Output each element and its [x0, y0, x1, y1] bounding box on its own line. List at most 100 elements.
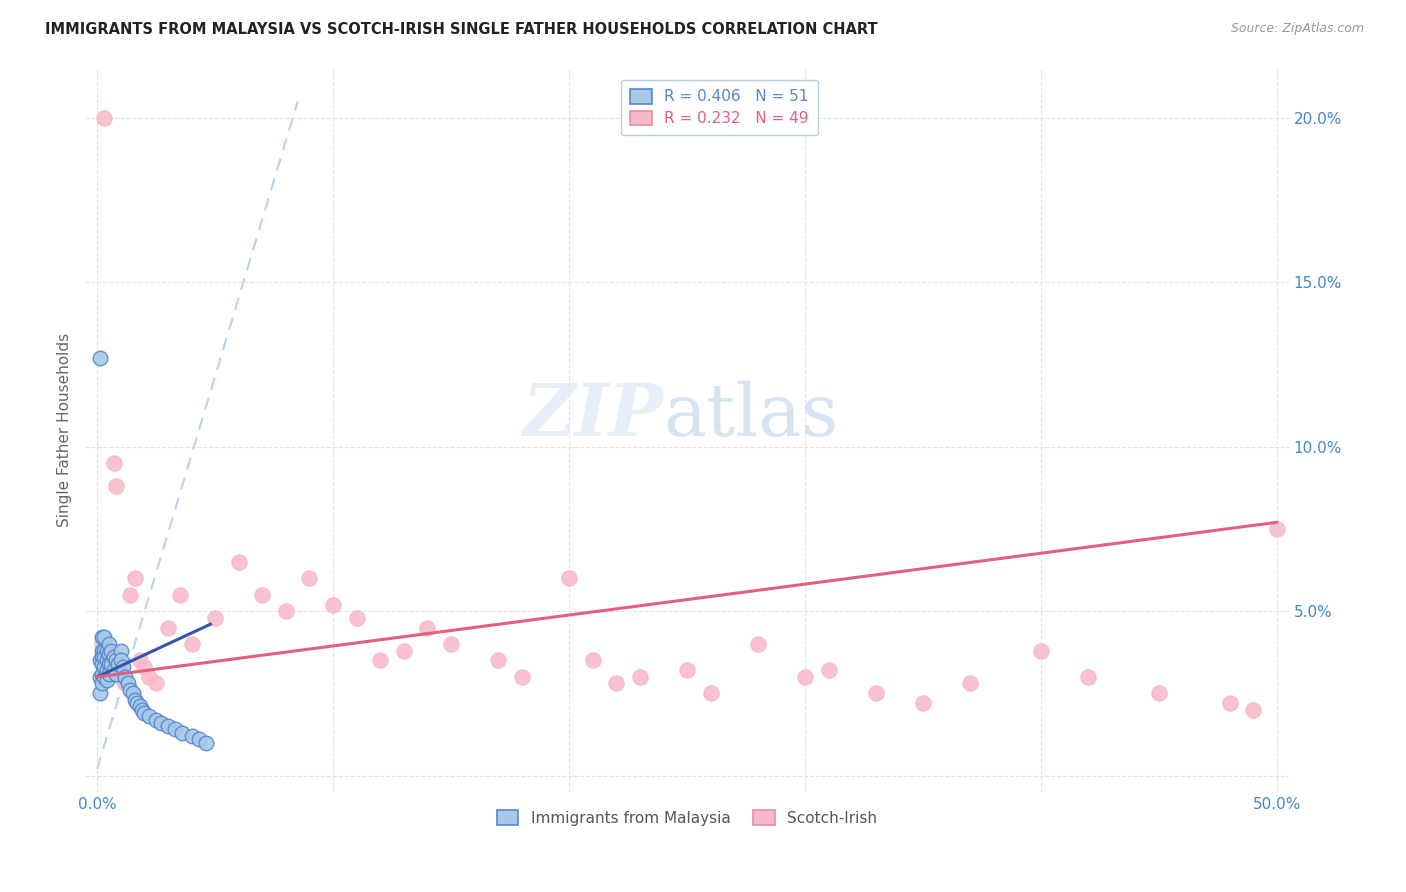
- Point: [120, 683, 142, 698]
- Point: [89, 670, 111, 684]
- Point: [169, 588, 191, 602]
- Point: [96, 650, 118, 665]
- Point: [96, 663, 118, 677]
- Point: [1219, 696, 1241, 710]
- Text: atlas: atlas: [662, 381, 838, 451]
- Point: [1147, 686, 1170, 700]
- Point: [322, 598, 344, 612]
- Point: [110, 643, 132, 657]
- Point: [90, 637, 112, 651]
- Point: [114, 670, 136, 684]
- Point: [149, 715, 172, 730]
- Point: [134, 660, 156, 674]
- Point: [90, 676, 112, 690]
- Point: [298, 571, 321, 585]
- Point: [90, 643, 112, 657]
- Point: [187, 732, 209, 747]
- Point: [120, 588, 142, 602]
- Point: [93, 111, 115, 125]
- Point: [156, 621, 179, 635]
- Point: [121, 686, 143, 700]
- Point: [96, 653, 118, 667]
- Point: [98, 666, 121, 681]
- Point: [110, 653, 132, 667]
- Point: [1265, 522, 1288, 536]
- Point: [172, 725, 194, 739]
- Point: [581, 653, 603, 667]
- Point: [96, 673, 118, 688]
- Point: [392, 643, 415, 657]
- Point: [117, 676, 139, 690]
- Point: [124, 571, 146, 585]
- Point: [138, 670, 160, 684]
- Point: [114, 676, 136, 690]
- Point: [817, 663, 839, 677]
- Point: [145, 676, 167, 690]
- Point: [228, 555, 250, 569]
- Point: [127, 696, 149, 710]
- Point: [134, 706, 156, 720]
- Point: [194, 736, 217, 750]
- Point: [90, 650, 112, 665]
- Point: [105, 666, 128, 681]
- Point: [145, 713, 167, 727]
- Point: [440, 637, 463, 651]
- Point: [107, 657, 129, 671]
- Point: [793, 670, 815, 684]
- Point: [1241, 703, 1264, 717]
- Point: [103, 663, 125, 677]
- Point: [96, 643, 118, 657]
- Point: [959, 676, 981, 690]
- Point: [180, 729, 202, 743]
- Point: [98, 637, 121, 651]
- Point: [510, 670, 533, 684]
- Point: [103, 650, 125, 665]
- Point: [368, 653, 391, 667]
- Point: [865, 686, 887, 700]
- Point: [1077, 670, 1099, 684]
- Point: [628, 670, 651, 684]
- Point: [156, 719, 179, 733]
- Point: [89, 351, 111, 365]
- Point: [911, 696, 934, 710]
- Point: [699, 686, 721, 700]
- Point: [93, 631, 115, 645]
- Point: [1029, 643, 1052, 657]
- Point: [103, 456, 125, 470]
- Point: [100, 643, 122, 657]
- Point: [605, 676, 627, 690]
- Point: [90, 631, 112, 645]
- Point: [100, 657, 122, 671]
- Point: [486, 653, 509, 667]
- Point: [128, 653, 150, 667]
- Point: [98, 657, 121, 671]
- Text: ZIP: ZIP: [522, 380, 662, 451]
- Point: [98, 647, 121, 661]
- Legend: Immigrants from Malaysia, Scotch-Irish: Immigrants from Malaysia, Scotch-Irish: [488, 801, 886, 835]
- Point: [274, 604, 297, 618]
- Point: [204, 610, 226, 624]
- Point: [93, 660, 115, 674]
- Point: [163, 723, 186, 737]
- Point: [138, 709, 160, 723]
- Point: [346, 610, 368, 624]
- Point: [128, 699, 150, 714]
- Y-axis label: Single Father Households: Single Father Households: [58, 334, 72, 527]
- Point: [180, 637, 202, 651]
- Point: [89, 653, 111, 667]
- Point: [93, 670, 115, 684]
- Point: [105, 653, 128, 667]
- Point: [252, 588, 274, 602]
- Point: [93, 650, 115, 665]
- Point: [124, 693, 146, 707]
- Point: [89, 686, 111, 700]
- Point: [90, 657, 112, 671]
- Point: [112, 660, 135, 674]
- Point: [107, 663, 129, 677]
- Point: [90, 666, 112, 681]
- Point: [93, 643, 115, 657]
- Point: [110, 670, 132, 684]
- Point: [416, 621, 439, 635]
- Point: [131, 703, 153, 717]
- Point: [558, 571, 581, 585]
